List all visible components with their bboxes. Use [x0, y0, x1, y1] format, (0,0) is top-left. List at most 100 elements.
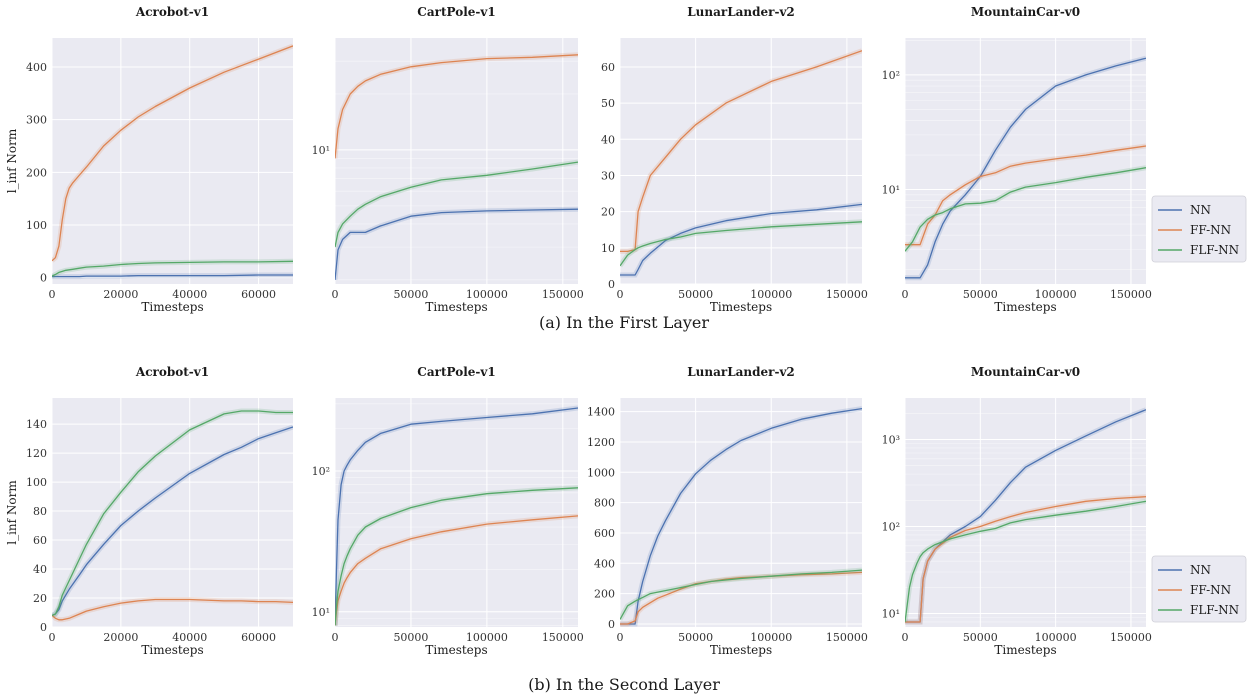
y-tick-label: 0: [608, 618, 615, 631]
x-tick-label: 20000: [103, 631, 138, 644]
y-tick-label: 10³: [882, 434, 900, 447]
x-axis-label: Timesteps: [425, 643, 487, 657]
x-tick-label: 150000: [542, 288, 584, 301]
x-tick-label: 0: [332, 288, 339, 301]
chart-panel-7: 0 50000 100000 150000 0 200 400 600 800 1000 1200 1…: [587, 365, 868, 657]
x-tick-label: 0: [49, 288, 56, 301]
series-line-ff-nn: [52, 45, 293, 262]
chart-panel-3: 0 50000 100000 150000 0 10 20 30 40 50 60 LunarLand…: [601, 5, 868, 314]
legend-label-flf-nn: FLF-NN: [1190, 243, 1239, 257]
chart-title: MountainCar-v0: [971, 365, 1080, 379]
y-tick-label: 20: [601, 206, 615, 219]
series-line-flf-nn: [905, 167, 1146, 252]
series-line-ff-nn: [52, 598, 293, 621]
legend-label-nn: NN: [1190, 563, 1211, 577]
x-tick-label: 50000: [678, 631, 713, 644]
y-tick-label: 40: [33, 563, 47, 576]
chart-title: MountainCar-v0: [971, 5, 1080, 19]
x-tick-label: 100000: [1035, 631, 1077, 644]
y-tick-label: 1200: [587, 436, 615, 449]
chart-title: CartPole-v1: [417, 5, 495, 19]
y-tick-label: 300: [26, 114, 47, 127]
series-line-ff-nn: [335, 54, 578, 159]
y-tick-label: 10¹: [882, 184, 900, 197]
y-tick-label: 400: [26, 61, 47, 74]
x-axis-label: Timesteps: [141, 300, 203, 314]
x-tick-label: 100000: [750, 288, 792, 301]
chart-title: LunarLander-v2: [687, 365, 795, 379]
x-tick-label: 0: [902, 631, 909, 644]
x-axis-label: Timesteps: [710, 300, 772, 314]
x-tick-label: 40000: [172, 288, 207, 301]
y-tick-label: 10¹: [882, 608, 900, 621]
x-tick-label: 0: [902, 288, 909, 301]
y-axis-label: l_inf Norm: [5, 128, 19, 193]
y-tick-label: 10¹: [312, 606, 330, 619]
y-tick-label: 30: [601, 169, 615, 182]
x-tick-label: 150000: [1110, 631, 1152, 644]
series-line-flf-nn: [335, 487, 578, 626]
y-tick-label: 200: [594, 588, 615, 601]
legend-label-ff-nn: FF-NN: [1190, 583, 1231, 597]
x-tick-label: 50000: [963, 288, 998, 301]
chart-panel-8: 0 50000 100000 150000 10¹ 10² 10³ MountainCar-v…: [882, 365, 1152, 657]
series-line-flf-nn: [620, 221, 862, 267]
y-tick-label: 800: [594, 497, 615, 510]
legend-box: [1151, 195, 1247, 263]
legend-box: [1151, 555, 1247, 623]
x-axis-label: Timesteps: [141, 643, 203, 657]
x-tick-label: 0: [617, 288, 624, 301]
y-tick-label: 140: [26, 418, 47, 431]
legend-1: NN FF-NN FLF-NN: [1151, 195, 1247, 263]
x-axis-label: Timesteps: [994, 300, 1056, 314]
y-tick-label: 40: [601, 133, 615, 146]
legend-label-flf-nn: FLF-NN: [1190, 603, 1239, 617]
x-tick-label: 100000: [750, 631, 792, 644]
series-line-nn: [335, 208, 578, 280]
x-tick-label: 150000: [542, 631, 584, 644]
plot-area: [52, 398, 293, 627]
y-tick-label: 1000: [587, 466, 615, 479]
y-tick-label: 10²: [882, 69, 900, 82]
y-tick-label: 0: [40, 272, 47, 285]
x-tick-label: 150000: [826, 631, 868, 644]
y-tick-label: 400: [594, 557, 615, 570]
chart-title: LunarLander-v2: [687, 5, 795, 19]
y-axis-label: l_inf Norm: [5, 480, 19, 545]
y-tick-label: 100: [26, 476, 47, 489]
series-line-nn: [52, 426, 293, 617]
x-axis-label: Timesteps: [425, 300, 487, 314]
series-line-ff-nn: [905, 496, 1146, 623]
y-tick-label: 10: [601, 242, 615, 255]
y-tick-label: 60: [601, 61, 615, 74]
y-tick-label: 20: [33, 592, 47, 605]
x-axis-label: Timesteps: [994, 643, 1056, 657]
plot-area: [335, 38, 578, 284]
series-line-nn: [335, 407, 578, 626]
series-line-flf-nn: [52, 260, 293, 277]
series-line-flf-nn: [905, 500, 1146, 623]
series-line-nn: [52, 274, 293, 278]
legend-2: NN FF-NN FLF-NN: [1151, 555, 1247, 623]
y-tick-label: 100: [26, 219, 47, 232]
x-tick-label: 20000: [103, 288, 138, 301]
chart-panel-4: 0 50000 100000 150000 10¹ 10² MountainCar-v0 Ti…: [882, 5, 1152, 314]
x-axis-label: Timesteps: [710, 643, 772, 657]
y-tick-label: 60: [33, 534, 47, 547]
row-caption-2: (b) In the Second Layer: [528, 675, 720, 694]
y-tick-label: 10²: [882, 521, 900, 534]
y-tick-label: 10²: [312, 465, 330, 478]
x-tick-label: 0: [332, 631, 339, 644]
x-tick-label: 60000: [241, 631, 276, 644]
x-tick-label: 100000: [1035, 288, 1077, 301]
plot-area: [620, 38, 862, 284]
x-tick-label: 150000: [826, 288, 868, 301]
chart-title: CartPole-v1: [417, 365, 495, 379]
series-line-flf-nn: [620, 569, 862, 620]
x-tick-label: 50000: [678, 288, 713, 301]
x-tick-label: 100000: [466, 288, 508, 301]
series-line-flf-nn: [335, 161, 578, 248]
y-tick-label: 0: [40, 621, 47, 634]
series-line-flf-nn: [52, 410, 293, 617]
